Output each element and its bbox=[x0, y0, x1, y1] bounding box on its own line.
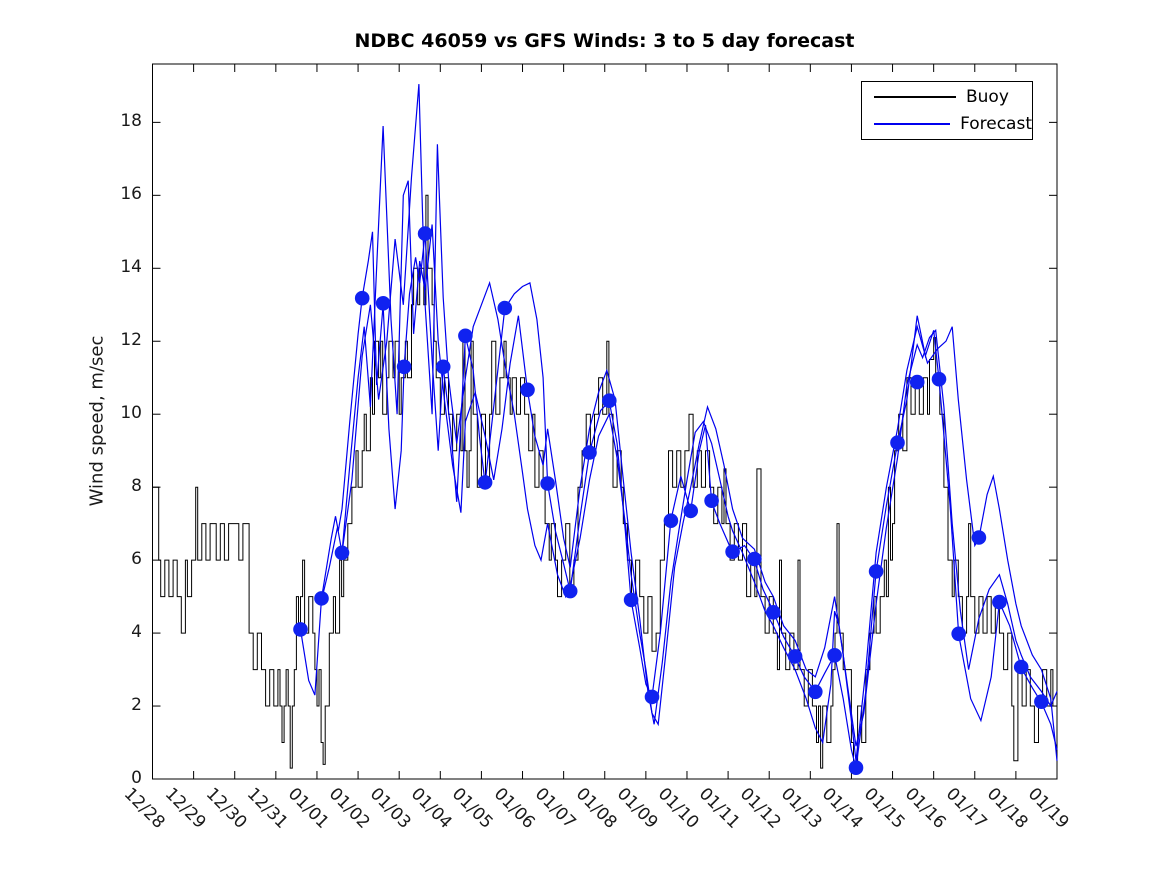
y-tick-label: 6 bbox=[131, 549, 142, 570]
forecast-marker-dot bbox=[890, 435, 905, 451]
y-tick-label: 2 bbox=[131, 695, 142, 716]
forecast-marker-dot bbox=[663, 513, 679, 528]
forecast-marker-dot bbox=[931, 371, 947, 387]
forecast-marker-dot bbox=[375, 296, 391, 311]
forecast-marker-dot bbox=[417, 226, 433, 241]
forecast-marker-dot bbox=[725, 544, 740, 559]
y-tick-label: 10 bbox=[120, 403, 142, 424]
forecast-marker-dot bbox=[683, 503, 698, 519]
forecast-marker-dot bbox=[458, 328, 473, 344]
legend-item-buoy: Buoy bbox=[862, 85, 1032, 109]
y-tick-label: 18 bbox=[120, 111, 142, 132]
forecast-marker-dot bbox=[971, 530, 987, 545]
forecast-marker-dot bbox=[747, 551, 762, 567]
forecast-marker-dot bbox=[582, 445, 597, 460]
forecast-marker-dot bbox=[827, 648, 842, 663]
y-tick-label: 0 bbox=[131, 768, 142, 788]
forecast-marker-dot bbox=[766, 605, 781, 620]
forecast-marker-dot bbox=[293, 622, 308, 637]
forecast-marker-dot bbox=[334, 545, 350, 561]
y-tick-label: 14 bbox=[120, 257, 142, 278]
forecast-marker-dot bbox=[808, 684, 823, 700]
legend-label-forecast: Forecast bbox=[960, 114, 1032, 134]
forecast-marker-dot bbox=[909, 374, 925, 390]
y-tick-label: 12 bbox=[120, 330, 142, 351]
series-buoy bbox=[152, 194, 1054, 773]
forecast-marker-dot bbox=[497, 300, 513, 316]
forecast-marker-dot bbox=[992, 594, 1007, 610]
forecast-marker-dot bbox=[951, 626, 966, 642]
y-tick-label: 16 bbox=[120, 184, 142, 205]
forecast-marker-dot bbox=[623, 592, 639, 608]
y-tick-label: 8 bbox=[131, 476, 142, 497]
forecast-marker-dot bbox=[540, 476, 555, 491]
forecast-marker-dot bbox=[848, 760, 864, 775]
forecast-marker-dot bbox=[644, 689, 660, 705]
legend-item-forecast: Forecast bbox=[862, 112, 1032, 136]
series-forecast-run-3 bbox=[341, 84, 1058, 761]
forecast-marker-dot bbox=[602, 393, 617, 409]
forecast-marker-dot bbox=[1013, 659, 1029, 675]
buoy-line-sample bbox=[874, 96, 956, 98]
forecast-marker-dot bbox=[314, 591, 329, 606]
forecast-marker-dot bbox=[477, 475, 493, 490]
chart-title: NDBC 46059 vs GFS Winds: 3 to 5 day fore… bbox=[354, 30, 855, 52]
forecast-marker-dot bbox=[354, 290, 370, 306]
forecast-marker-dot bbox=[435, 359, 451, 375]
forecast-marker-dot bbox=[396, 359, 412, 375]
series-forecast-run-2 bbox=[320, 125, 1058, 747]
forecast-marker-dot bbox=[704, 493, 719, 509]
y-tick-label: 4 bbox=[131, 622, 142, 643]
series-forecast-run-1 bbox=[299, 231, 1058, 769]
forecast-marker-dot bbox=[787, 649, 803, 664]
forecast-marker-dot bbox=[562, 583, 578, 599]
legend-label-buoy: Buoy bbox=[966, 87, 1009, 107]
forecast-marker-dot bbox=[868, 564, 884, 579]
forecast-line-sample bbox=[874, 123, 951, 125]
forecast-marker-dot bbox=[520, 382, 535, 398]
legend: Buoy Forecast bbox=[861, 81, 1033, 140]
forecast-marker-dot bbox=[1034, 694, 1049, 709]
